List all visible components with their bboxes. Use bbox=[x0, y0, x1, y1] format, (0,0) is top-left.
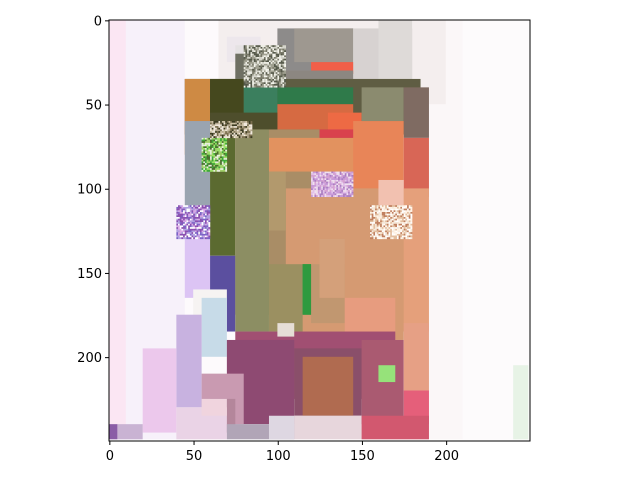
noise-patch-0 bbox=[201, 137, 228, 172]
x-tick-label-150: 150 bbox=[350, 449, 375, 464]
heatmap-block-2 bbox=[109, 20, 126, 440]
plot-frame bbox=[108, 19, 531, 442]
heatmap-block-40 bbox=[235, 230, 269, 332]
heatmap-block-45 bbox=[184, 238, 211, 298]
heatmap-block-5 bbox=[513, 365, 529, 440]
y-axis: 0 50 100 150 200 bbox=[77, 14, 109, 366]
noise-patch-1 bbox=[311, 171, 354, 198]
heatmap-block-16 bbox=[311, 62, 354, 74]
heatmap-block-69 bbox=[319, 238, 345, 298]
x-tick-label-50: 50 bbox=[186, 449, 203, 464]
heatmap-block-60 bbox=[294, 415, 362, 440]
heatmap-block-63 bbox=[109, 424, 118, 440]
heatmap-block-66 bbox=[378, 179, 404, 206]
heatmap-block-41 bbox=[268, 264, 303, 332]
noise-patch-5 bbox=[210, 121, 253, 139]
heatmap-block-47 bbox=[201, 297, 227, 357]
y-tick-label-0: 0 bbox=[94, 14, 102, 29]
x-tick-label-0: 0 bbox=[106, 449, 114, 464]
heatmap-block-25 bbox=[361, 87, 404, 122]
y-tick-label-50: 50 bbox=[85, 99, 102, 114]
heatmap-block-49 bbox=[142, 348, 177, 433]
noise-patch-3 bbox=[176, 205, 211, 240]
x-tick-label-200: 200 bbox=[434, 449, 459, 464]
heatmap-block-22 bbox=[277, 87, 354, 105]
heatmap-block-55 bbox=[403, 323, 429, 391]
heatmap-block-35 bbox=[403, 137, 429, 197]
heatmap-block-67 bbox=[277, 323, 295, 337]
noise-patch-2 bbox=[370, 205, 413, 240]
heatmap-block-11 bbox=[294, 28, 354, 63]
x-tick-label-100: 100 bbox=[266, 449, 291, 464]
heatmap-block-65 bbox=[268, 415, 295, 440]
noise-patch-4 bbox=[243, 45, 287, 88]
heatmap-block-68 bbox=[302, 264, 312, 315]
x-axis: 0 50 100 150 200 bbox=[106, 441, 459, 464]
heatmap-block-38 bbox=[268, 171, 286, 231]
y-tick-label-150: 150 bbox=[77, 267, 102, 282]
heatmap-block-32 bbox=[268, 137, 362, 172]
y-tick-label-100: 100 bbox=[77, 183, 102, 198]
heatmap-block-64 bbox=[117, 424, 143, 440]
heatmap-block-70 bbox=[201, 398, 227, 416]
y-tick-label-200: 200 bbox=[77, 351, 102, 366]
heatmap-block-48 bbox=[176, 314, 202, 408]
heatmap-block-53 bbox=[302, 356, 354, 416]
heatmap-block-61 bbox=[361, 415, 429, 440]
heatmap-block-33 bbox=[319, 129, 379, 138]
heatmap-block-26 bbox=[403, 87, 429, 138]
heatmap-block-71 bbox=[378, 365, 396, 383]
image-area bbox=[109, 20, 529, 440]
